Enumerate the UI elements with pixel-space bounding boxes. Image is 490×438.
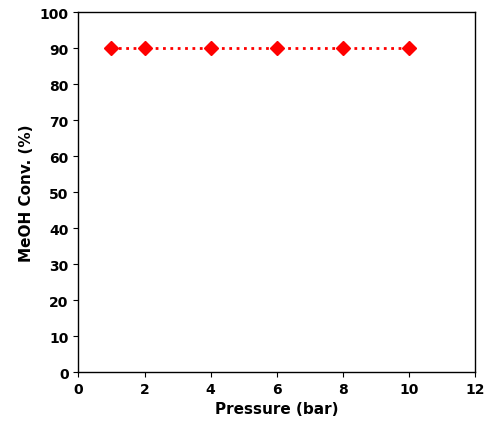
X-axis label: Pressure (bar): Pressure (bar) [215, 402, 339, 417]
Y-axis label: MeOH Conv. (%): MeOH Conv. (%) [19, 124, 34, 261]
